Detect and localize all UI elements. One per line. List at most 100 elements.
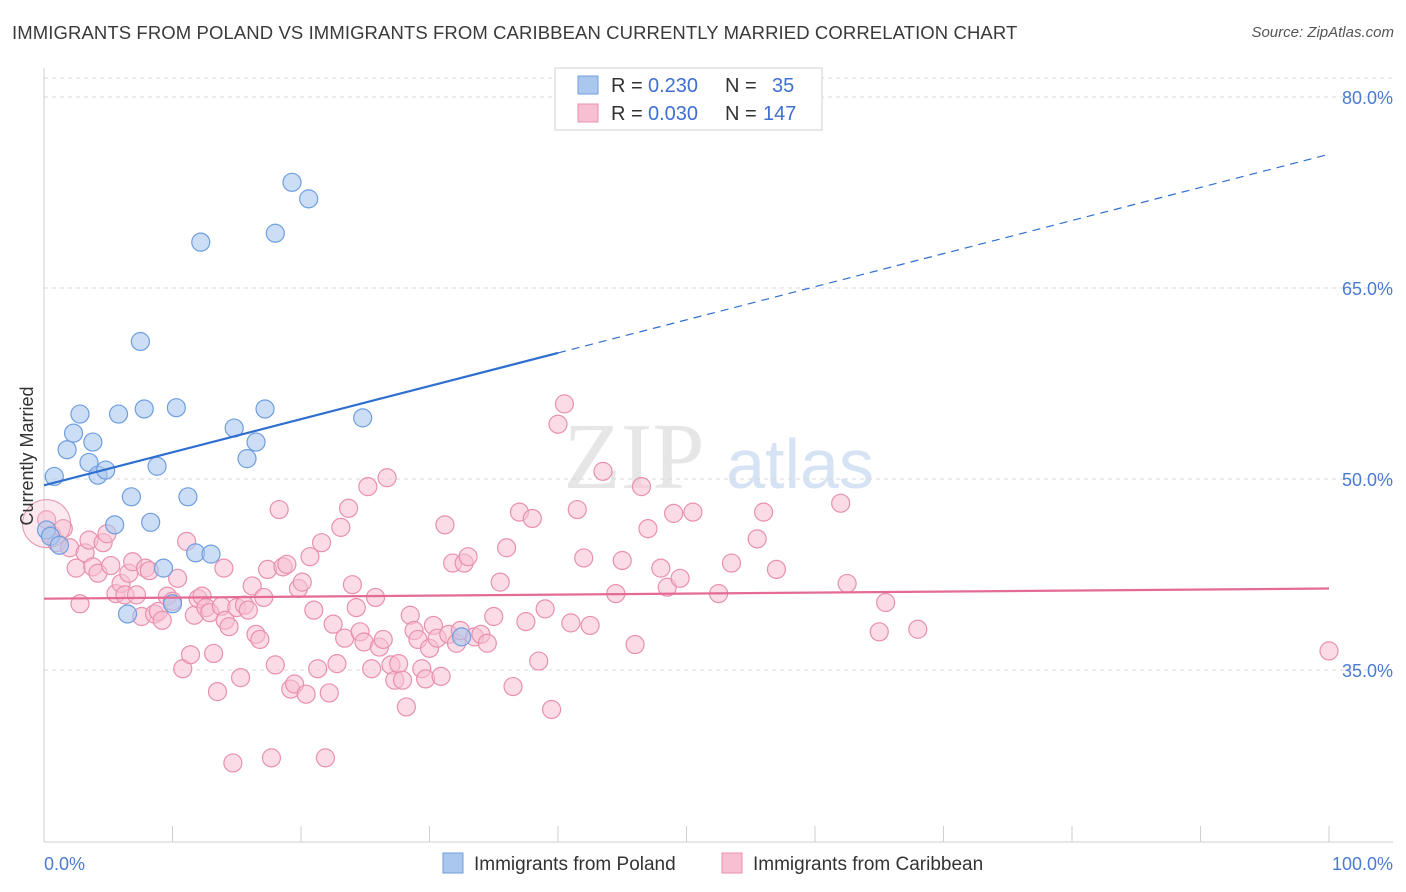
caribbean-point-120 bbox=[561, 613, 581, 633]
caribbean-point-121 bbox=[567, 499, 587, 520]
poland-point-34 bbox=[452, 627, 472, 647]
caribbean-point-71 bbox=[331, 517, 351, 537]
caribbean-point-86 bbox=[389, 654, 409, 674]
poland-point-21 bbox=[166, 398, 186, 418]
caribbean-point-19 bbox=[126, 585, 147, 605]
series-legend-swatch-poland bbox=[442, 852, 464, 874]
legend-n-value-poland: 35 bbox=[772, 75, 794, 97]
y-tick-label-0: 35.0% bbox=[1342, 661, 1393, 681]
poland-point-33 bbox=[353, 408, 373, 428]
caribbean-point-66 bbox=[311, 533, 332, 553]
caribbean-point-109 bbox=[490, 572, 510, 592]
caribbean-point-64 bbox=[304, 600, 324, 620]
caribbean-point-127 bbox=[625, 634, 645, 655]
poland-point-19 bbox=[153, 558, 174, 578]
poland-point-27 bbox=[237, 449, 257, 469]
caribbean-point-61 bbox=[292, 572, 312, 592]
poland-point-24 bbox=[191, 232, 211, 252]
poland-point-22 bbox=[178, 487, 198, 507]
caribbean-point-65 bbox=[308, 659, 328, 679]
caribbean-point-133 bbox=[670, 568, 690, 588]
poland-point-25 bbox=[201, 544, 221, 564]
watermark-zip: ZIP bbox=[564, 405, 705, 509]
legend-swatch-poland bbox=[577, 75, 599, 95]
axes bbox=[43, 68, 1393, 843]
caribbean-point-122 bbox=[574, 548, 594, 568]
poland-point-15 bbox=[130, 331, 150, 352]
caribbean-point-55 bbox=[269, 499, 289, 520]
poland-point-4 bbox=[57, 440, 77, 460]
caribbean-point-80 bbox=[365, 587, 386, 608]
caribbean-point-37 bbox=[204, 643, 224, 664]
caribbean-point-104 bbox=[458, 547, 478, 567]
caribbean-point-31 bbox=[180, 645, 201, 665]
legend-r-label-poland: R = bbox=[611, 75, 643, 97]
poland-trend-extension bbox=[557, 153, 1330, 354]
caribbean-point-110 bbox=[497, 538, 517, 558]
legend-n-label-poland: N = bbox=[725, 75, 757, 97]
caribbean-point-98 bbox=[435, 515, 455, 535]
caribbean-point-88 bbox=[396, 697, 416, 717]
caribbean-point-130 bbox=[651, 558, 671, 578]
caribbean-point-107 bbox=[477, 633, 497, 653]
caribbean-point-69 bbox=[323, 614, 343, 634]
series-legend-swatch-caribbean bbox=[721, 852, 743, 874]
poland-point-12 bbox=[108, 404, 129, 424]
caribbean-point-145 bbox=[1319, 641, 1339, 661]
caribbean-point-45 bbox=[231, 668, 251, 688]
caribbean-point-118 bbox=[548, 414, 568, 434]
caribbean-point-144 bbox=[908, 619, 928, 639]
caribbean-point-97 bbox=[431, 666, 451, 686]
caribbean-point-57 bbox=[277, 554, 297, 574]
caribbean-point-119 bbox=[554, 394, 575, 414]
caribbean-point-41 bbox=[219, 617, 239, 637]
x-tick-label-min: 0.0% bbox=[44, 854, 85, 874]
caribbean-point-82 bbox=[373, 629, 393, 650]
y-tick-labels: 35.0% 50.0% 65.0% 80.0% bbox=[1342, 88, 1393, 681]
poland-point-29 bbox=[255, 399, 275, 419]
legend-r-value-poland: 0.230 bbox=[648, 75, 698, 97]
poland-point-17 bbox=[141, 512, 161, 532]
caribbean-point-79 bbox=[362, 659, 382, 679]
poland-point-5 bbox=[63, 423, 84, 443]
caribbean-point-137 bbox=[747, 529, 767, 549]
series-legend: Immigrants from Poland Immigrants from C… bbox=[442, 852, 983, 875]
chart-title: IMMIGRANTS FROM POLAND VS IMMIGRANTS FRO… bbox=[12, 22, 1018, 43]
caribbean-point-67 bbox=[315, 748, 336, 768]
legend-r-label-caribbean: R = bbox=[611, 103, 643, 125]
y-tick-label-2: 65.0% bbox=[1342, 279, 1393, 299]
caribbean-point-48 bbox=[242, 576, 262, 596]
caribbean-point-113 bbox=[516, 612, 536, 632]
caribbean-point-140 bbox=[831, 493, 851, 513]
caribbean-point-54 bbox=[265, 655, 285, 675]
caribbean-point-42 bbox=[214, 558, 234, 578]
legend-r-value-caribbean: 0.030 bbox=[648, 103, 698, 125]
poland-point-3 bbox=[49, 535, 70, 555]
caribbean-point-25 bbox=[152, 610, 172, 630]
watermark-atlas: atlas bbox=[726, 425, 874, 503]
trend-lines bbox=[43, 153, 1330, 600]
series-legend-label-caribbean: Immigrants from Caribbean bbox=[753, 854, 983, 875]
poland-point-16 bbox=[134, 399, 154, 419]
poland-point-11 bbox=[105, 515, 125, 535]
poland-point-28 bbox=[246, 432, 266, 452]
legend-box bbox=[554, 67, 823, 131]
caribbean-point-62 bbox=[296, 684, 316, 704]
caribbean-point-116 bbox=[535, 599, 555, 619]
caribbean-point-111 bbox=[503, 676, 523, 697]
poland-point-18 bbox=[147, 456, 167, 476]
poland-point-13 bbox=[117, 604, 138, 624]
legend-n-value-caribbean: 147 bbox=[763, 103, 796, 125]
caribbean-point-38 bbox=[207, 682, 228, 702]
caribbean-point-75 bbox=[346, 598, 366, 618]
poland-point-32 bbox=[299, 189, 319, 209]
caribbean-point-83 bbox=[377, 468, 397, 488]
poland-point-31 bbox=[282, 172, 302, 192]
legend-n-label-caribbean: N = bbox=[725, 103, 757, 125]
caribbean-point-47 bbox=[238, 600, 258, 620]
poland-trend-line bbox=[43, 351, 559, 487]
caribbean-point-117 bbox=[541, 699, 562, 720]
caribbean-point-134 bbox=[683, 502, 703, 522]
caribbean-point-136 bbox=[721, 553, 742, 573]
